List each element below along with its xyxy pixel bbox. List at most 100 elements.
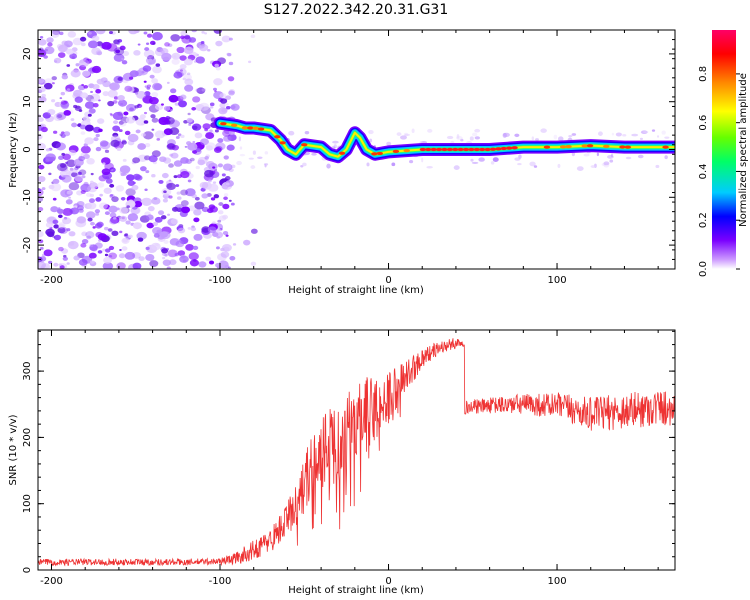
noise-speckle — [143, 120, 149, 124]
noise-speckle — [168, 94, 179, 103]
noise-speckle — [71, 122, 78, 128]
noise-speckle — [58, 246, 64, 252]
noise-speckle — [333, 144, 337, 149]
noise-speckle — [517, 163, 522, 166]
noise-speckle — [195, 165, 200, 170]
noise-speckle — [140, 132, 146, 137]
noise-speckle — [76, 200, 85, 208]
noise-speckle — [134, 92, 139, 95]
noise-speckle — [201, 31, 205, 34]
noise-speckle — [213, 30, 223, 34]
noise-speckle — [127, 133, 139, 143]
noise-speckle — [181, 206, 191, 214]
noise-speckle — [57, 227, 66, 234]
noise-speckle — [68, 149, 77, 156]
noise-speckle — [90, 221, 95, 226]
ridge-peak — [457, 147, 464, 152]
noise-speckle — [161, 248, 169, 254]
noise-speckle — [104, 248, 111, 253]
noise-speckle — [368, 129, 374, 135]
noise-speckle — [84, 137, 94, 145]
noise-speckle — [642, 130, 649, 134]
noise-speckle — [332, 140, 339, 144]
noise-speckle — [195, 88, 201, 93]
noise-speckle — [404, 133, 410, 137]
snr-y-axis-label: SNR (10 * v/v) — [8, 414, 19, 485]
noise-speckle — [590, 165, 596, 168]
noise-speckle — [187, 112, 191, 116]
noise-speckle — [180, 170, 190, 179]
noise-speckle — [214, 129, 219, 133]
noise-speckle — [48, 216, 55, 222]
noise-speckle — [162, 259, 172, 266]
noise-speckle — [81, 231, 88, 237]
noise-speckle — [118, 120, 127, 127]
y-tick-label: 200 — [22, 428, 33, 447]
noise-speckle — [145, 170, 150, 174]
noise-speckle — [147, 205, 155, 212]
noise-speckle — [453, 165, 460, 170]
noise-speckle — [225, 182, 230, 186]
noise-speckle — [173, 160, 183, 167]
noise-speckle — [191, 30, 198, 33]
noise-speckle — [229, 255, 236, 261]
noise-speckle — [170, 88, 177, 94]
noise-speckle — [51, 141, 61, 149]
noise-speckle — [223, 135, 232, 142]
noise-speckle — [38, 78, 45, 84]
noise-speckle — [217, 210, 224, 215]
noise-speckle — [103, 256, 112, 264]
noise-speckle — [188, 37, 197, 43]
noise-speckle — [50, 206, 59, 213]
noise-speckle — [38, 47, 44, 52]
noise-speckle — [99, 193, 103, 197]
noise-speckle — [78, 59, 90, 67]
noise-speckle — [137, 43, 141, 46]
noise-speckle — [110, 113, 114, 117]
noise-speckle — [170, 152, 179, 159]
noise-speckle — [87, 40, 99, 49]
noise-speckle — [163, 190, 167, 194]
noise-speckle — [113, 120, 119, 125]
noise-speckle — [179, 55, 187, 61]
noise-speckle — [215, 263, 221, 268]
noise-speckle — [39, 35, 44, 39]
noise-speckle — [151, 242, 161, 251]
noise-speckle — [168, 163, 174, 168]
noise-speckle — [61, 103, 69, 110]
noise-speckle — [248, 60, 252, 64]
ridge-peak — [376, 151, 383, 156]
noise-speckle — [469, 136, 474, 141]
noise-speckle — [109, 112, 113, 115]
noise-speckle — [557, 163, 561, 168]
noise-speckle — [609, 159, 614, 163]
noise-speckle — [143, 80, 147, 83]
noise-speckle — [143, 31, 148, 35]
noise-speckle — [102, 162, 106, 165]
noise-speckle — [87, 113, 92, 117]
noise-speckle — [132, 222, 142, 230]
ridge-peak — [511, 146, 518, 150]
noise-speckle — [144, 143, 151, 148]
noise-speckle — [70, 69, 81, 78]
noise-speckle — [529, 161, 536, 167]
noise-speckle — [45, 222, 54, 228]
noise-speckle — [66, 191, 73, 196]
noise-speckle — [661, 130, 666, 135]
noise-speckle — [655, 164, 660, 169]
colorbar-ticks: 0.0 0.2 0.4 0.6 0.8 — [698, 66, 740, 277]
noise-speckle — [400, 135, 407, 140]
noise-speckle — [83, 153, 90, 160]
noise-speckle — [225, 234, 229, 237]
ridge-peak — [435, 147, 443, 152]
noise-speckle — [553, 134, 558, 140]
noise-speckle — [177, 196, 182, 200]
noise-speckle — [187, 142, 198, 151]
noise-speckle — [116, 147, 122, 151]
noise-speckle — [97, 233, 108, 241]
noise-speckle — [78, 109, 83, 112]
noise-speckle — [198, 261, 207, 268]
noise-speckle — [85, 231, 95, 239]
noise-speckle — [540, 128, 547, 133]
